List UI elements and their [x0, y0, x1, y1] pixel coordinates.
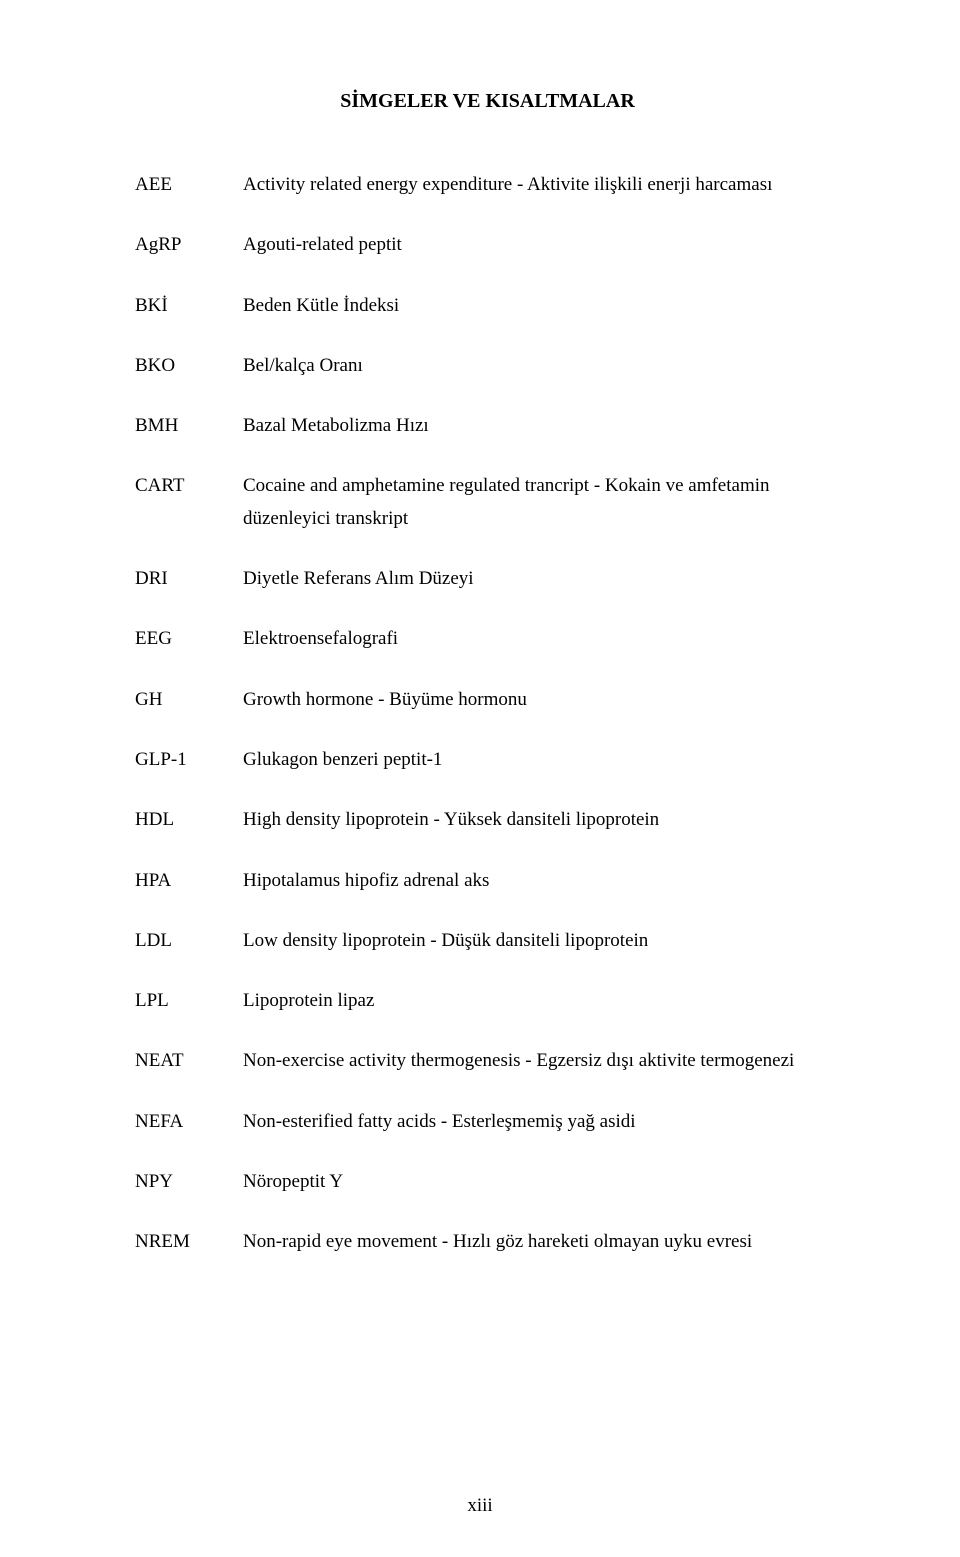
abbreviation: HPA — [135, 865, 243, 897]
abbreviation: HDL — [135, 804, 243, 836]
definition-row: BKOBel/kalça Oranı — [135, 350, 840, 382]
definition-row: GLP-1Glukagon benzeri peptit-1 — [135, 744, 840, 776]
definition-text: Bel/kalça Oranı — [243, 350, 840, 382]
abbreviation: BKİ — [135, 290, 243, 322]
definition-text: Nöropeptit Y — [243, 1166, 840, 1198]
definition-text: Non-esterified fatty acids - Esterleşmem… — [243, 1106, 840, 1138]
definition-row: DRIDiyetle Referans Alım Düzeyi — [135, 563, 840, 595]
definition-row: EEGElektroensefalografi — [135, 623, 840, 655]
definition-text: Cocaine and amphetamine regulated trancr… — [243, 470, 840, 535]
definition-text: Non-exercise activity thermogenesis - Eg… — [243, 1045, 840, 1077]
abbreviation: NEAT — [135, 1045, 243, 1077]
abbreviation: NEFA — [135, 1106, 243, 1138]
definition-row: HDLHigh density lipoprotein - Yüksek dan… — [135, 804, 840, 836]
definition-text: Diyetle Referans Alım Düzeyi — [243, 563, 840, 595]
definition-row: AEEActivity related energy expenditure -… — [135, 169, 840, 201]
definition-row: BKİBeden Kütle İndeksi — [135, 290, 840, 322]
definition-text: High density lipoprotein - Yüksek dansit… — [243, 804, 840, 836]
document-page: SİMGELER VE KISALTMALAR AEEActivity rela… — [0, 0, 960, 1557]
abbreviation: EEG — [135, 623, 243, 655]
definition-row: HPAHipotalamus hipofiz adrenal aks — [135, 865, 840, 897]
definition-row: GHGrowth hormone - Büyüme hormonu — [135, 684, 840, 716]
definition-text: Non-rapid eye movement - Hızlı göz harek… — [243, 1226, 840, 1258]
abbreviation: BMH — [135, 410, 243, 442]
definition-row: NEFANon-esterified fatty acids - Esterle… — [135, 1106, 840, 1138]
page-number: xiii — [0, 1495, 960, 1517]
abbreviation: DRI — [135, 563, 243, 595]
definition-text: Growth hormone - Büyüme hormonu — [243, 684, 840, 716]
definition-row: NEATNon-exercise activity thermogenesis … — [135, 1045, 840, 1077]
definition-text: Glukagon benzeri peptit-1 — [243, 744, 840, 776]
abbreviation: NPY — [135, 1166, 243, 1198]
abbreviation: GLP-1 — [135, 744, 243, 776]
definition-row: LPLLipoprotein lipaz — [135, 985, 840, 1017]
abbreviation: CART — [135, 470, 243, 502]
definition-text: Agouti-related peptit — [243, 229, 840, 261]
definition-row: CARTCocaine and amphetamine regulated tr… — [135, 470, 840, 535]
definition-row: NREMNon-rapid eye movement - Hızlı göz h… — [135, 1226, 840, 1258]
definition-text: Low density lipoprotein - Düşük dansitel… — [243, 925, 840, 957]
definition-row: LDLLow density lipoprotein - Düşük dansi… — [135, 925, 840, 957]
abbreviation: GH — [135, 684, 243, 716]
abbreviation: AEE — [135, 169, 243, 201]
definition-text: Lipoprotein lipaz — [243, 985, 840, 1017]
definition-text: Beden Kütle İndeksi — [243, 290, 840, 322]
abbreviation: NREM — [135, 1226, 243, 1258]
abbreviation: AgRP — [135, 229, 243, 261]
definitions-list: AEEActivity related energy expenditure -… — [135, 169, 840, 1259]
definition-text: Bazal Metabolizma Hızı — [243, 410, 840, 442]
definition-text: Elektroensefalografi — [243, 623, 840, 655]
abbreviation: BKO — [135, 350, 243, 382]
page-title: SİMGELER VE KISALTMALAR — [135, 90, 840, 113]
definition-text: Activity related energy expenditure - Ak… — [243, 169, 840, 201]
definition-row: NPYNöropeptit Y — [135, 1166, 840, 1198]
definition-row: BMHBazal Metabolizma Hızı — [135, 410, 840, 442]
abbreviation: LDL — [135, 925, 243, 957]
definition-text: Hipotalamus hipofiz adrenal aks — [243, 865, 840, 897]
definition-row: AgRPAgouti-related peptit — [135, 229, 840, 261]
abbreviation: LPL — [135, 985, 243, 1017]
